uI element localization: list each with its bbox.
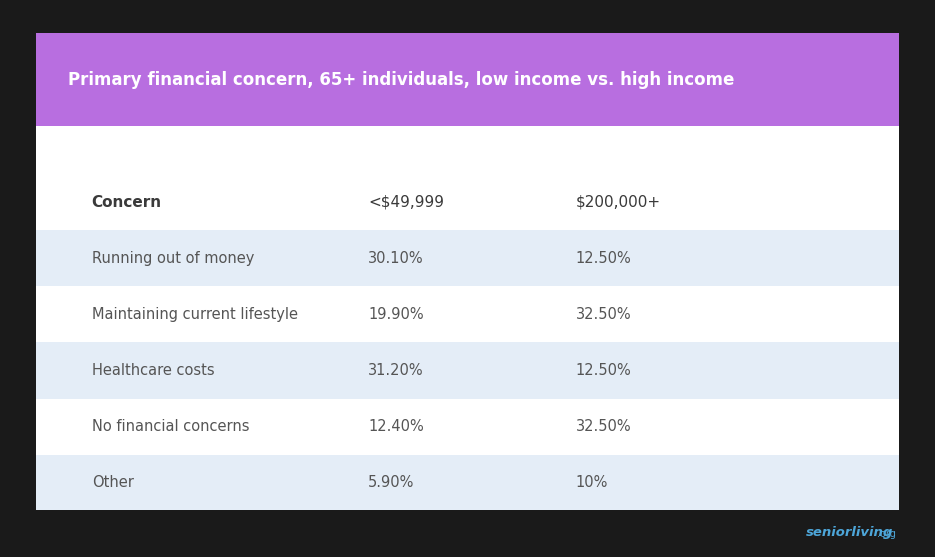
- Bar: [36, 33, 899, 126]
- Text: 5.90%: 5.90%: [368, 476, 414, 491]
- Text: 12.40%: 12.40%: [368, 419, 424, 434]
- Text: 32.50%: 32.50%: [576, 307, 631, 322]
- Text: 31.20%: 31.20%: [368, 363, 424, 378]
- Text: 19.90%: 19.90%: [368, 307, 424, 322]
- Text: Primary financial concern, 65+ individuals, low income vs. high income: Primary financial concern, 65+ individua…: [68, 71, 735, 89]
- Text: seniorliving: seniorliving: [806, 526, 893, 539]
- Bar: [36, 343, 899, 399]
- Text: Concern: Concern: [92, 194, 162, 209]
- Bar: [36, 230, 899, 286]
- Text: 32.50%: 32.50%: [576, 419, 631, 434]
- Text: No financial concerns: No financial concerns: [92, 419, 250, 434]
- Text: <$49,999: <$49,999: [368, 194, 444, 209]
- Text: 10%: 10%: [576, 476, 608, 491]
- Text: Running out of money: Running out of money: [92, 251, 254, 266]
- Text: 12.50%: 12.50%: [576, 363, 631, 378]
- Text: 30.10%: 30.10%: [368, 251, 424, 266]
- Text: Other: Other: [92, 476, 134, 491]
- Text: Maintaining current lifestyle: Maintaining current lifestyle: [92, 307, 297, 322]
- Text: Healthcare costs: Healthcare costs: [92, 363, 214, 378]
- Text: .org: .org: [877, 529, 896, 539]
- Text: 12.50%: 12.50%: [576, 251, 631, 266]
- Bar: [36, 455, 899, 511]
- Text: $200,000+: $200,000+: [576, 194, 661, 209]
